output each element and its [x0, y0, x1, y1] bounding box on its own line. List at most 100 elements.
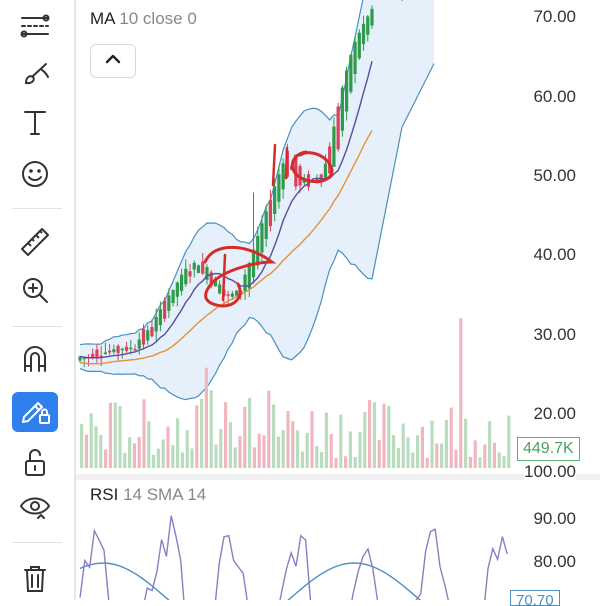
- chevron-up-icon: [104, 52, 122, 70]
- lock-drawing-tool-button[interactable]: [12, 392, 58, 432]
- brush-tool-button[interactable]: [12, 56, 58, 96]
- magnet-icon: [18, 341, 52, 380]
- candle-body: [213, 278, 218, 287]
- ma-legend-params: 10 close 0: [119, 9, 197, 28]
- rsi-line: [79, 515, 508, 600]
- volume-bar: [348, 431, 352, 468]
- volume-bar: [320, 451, 324, 468]
- candle-body: [315, 178, 319, 180]
- delete-tool-button[interactable]: [12, 560, 58, 600]
- magnet-tool-button[interactable]: [12, 340, 58, 380]
- volume-bar: [464, 418, 468, 468]
- volume-bar: [459, 318, 463, 468]
- volume-bar: [502, 456, 506, 468]
- ma-fast-line: [79, 61, 373, 359]
- candle-body: [361, 23, 366, 45]
- candle-body: [179, 274, 184, 292]
- volume-bar: [435, 443, 439, 468]
- candle-body: [112, 349, 116, 353]
- volume-bar: [334, 457, 338, 468]
- volume-bar: [430, 420, 434, 468]
- candle-body: [256, 235, 260, 266]
- volume-bar: [180, 452, 184, 468]
- zoom-in-icon: [18, 273, 52, 312]
- volume-bar: [80, 423, 84, 468]
- candle-body: [273, 186, 277, 214]
- candle-body: [336, 106, 340, 150]
- candle-body: [353, 41, 357, 75]
- trend-line-tool-button[interactable]: [12, 8, 58, 48]
- text-icon: [18, 105, 52, 144]
- volume-bar: [233, 447, 237, 468]
- candle-body: [82, 357, 86, 360]
- volume-bar: [363, 412, 367, 468]
- volume-bar: [238, 436, 242, 468]
- candle-body: [171, 289, 175, 304]
- volume-bar: [296, 430, 300, 468]
- rsi-value-tag: 70.70: [510, 590, 560, 606]
- volume-bar: [108, 402, 112, 468]
- volume-bar: [195, 405, 199, 468]
- brush-icon: [18, 57, 52, 96]
- candle-body: [302, 180, 306, 183]
- volume-bar: [492, 442, 496, 468]
- candle-body: [163, 300, 167, 319]
- zoom-in-tool-button[interactable]: [12, 272, 58, 312]
- volume-bar: [440, 443, 444, 468]
- ruler-tool-button[interactable]: [12, 224, 58, 264]
- volume-bar: [224, 402, 228, 468]
- volume-bar: [123, 452, 127, 468]
- candle-body: [175, 282, 179, 297]
- smiley-icon: [18, 157, 52, 196]
- volume-bar: [468, 456, 472, 468]
- annotation-circle-2: [290, 150, 334, 184]
- candle-body: [184, 268, 188, 285]
- volume-bar: [209, 390, 213, 468]
- text-tool-button[interactable]: [12, 104, 58, 144]
- candle-body: [124, 346, 129, 351]
- volume-bar: [372, 402, 376, 468]
- collapse-legend-button[interactable]: [90, 44, 136, 78]
- candle-body: [158, 309, 163, 326]
- volume-bar: [478, 457, 482, 468]
- candle-body: [137, 339, 141, 349]
- price-axis-label: 30.00: [533, 325, 576, 344]
- eye-tool-button[interactable]: [12, 490, 58, 530]
- rsi-lines: [79, 515, 508, 600]
- price-axis-label: 70.00: [533, 7, 576, 26]
- annotation-tick-1: [221, 253, 227, 302]
- volume-bar: [339, 414, 343, 468]
- main-legend[interactable]: MA 10 close 0: [90, 9, 197, 29]
- candle-body: [218, 284, 222, 294]
- volume-bar: [176, 418, 180, 468]
- ma-legend-name: MA: [90, 9, 115, 28]
- annotation-tick-2: [271, 143, 289, 187]
- volume-bar: [329, 434, 333, 468]
- candle-body: [281, 163, 285, 190]
- volume-bar: [94, 426, 98, 468]
- pane-separator[interactable]: [76, 474, 600, 480]
- volume-bar: [483, 444, 487, 468]
- candle-body: [108, 350, 112, 353]
- volume-bar: [425, 457, 429, 468]
- candle-body: [103, 352, 107, 354]
- rsi-legend[interactable]: RSI 14 SMA 14: [90, 485, 206, 505]
- volume-bar: [315, 445, 319, 468]
- candle-body: [188, 271, 192, 277]
- emoji-tool-button[interactable]: [12, 156, 58, 196]
- rsi-axis-label: 90.00: [533, 509, 576, 528]
- candle-body: [116, 345, 120, 354]
- candle-body: [268, 199, 273, 227]
- candle-body: [154, 316, 158, 332]
- toolbar-divider: [12, 326, 62, 327]
- volume-bar: [401, 423, 405, 468]
- volume-bar: [161, 439, 165, 468]
- bollinger-lower-line: [79, 63, 435, 401]
- candle-body: [99, 355, 103, 358]
- volume-bar: [166, 426, 170, 468]
- candle-body: [243, 274, 247, 292]
- candle-body: [370, 8, 374, 26]
- candle-body: [91, 353, 95, 358]
- unlock-tool-button[interactable]: [12, 444, 58, 484]
